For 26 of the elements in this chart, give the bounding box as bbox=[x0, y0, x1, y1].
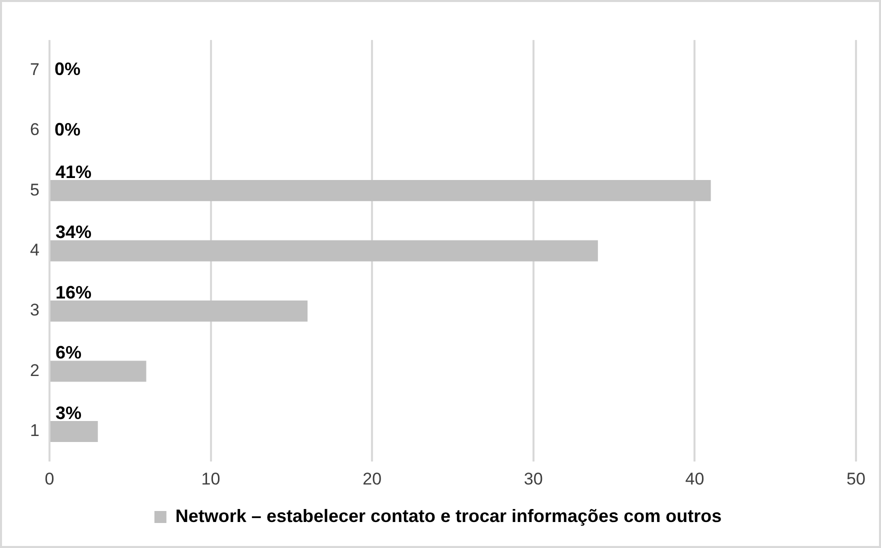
bar bbox=[50, 420, 98, 442]
y-tick-label: 4 bbox=[30, 240, 40, 260]
data-label: 6% bbox=[55, 342, 82, 363]
data-label: 3% bbox=[55, 402, 82, 423]
bar bbox=[50, 300, 308, 322]
y-tick-label: 5 bbox=[30, 180, 40, 200]
data-label: 34% bbox=[55, 222, 92, 242]
x-tick-label: 40 bbox=[685, 469, 704, 488]
y-tick-label: 1 bbox=[30, 421, 40, 440]
y-tick-label: 3 bbox=[30, 300, 40, 320]
x-tick-label: 0 bbox=[44, 469, 54, 488]
data-label: 0% bbox=[54, 59, 80, 80]
bar bbox=[50, 240, 598, 262]
data-label: 41% bbox=[55, 162, 92, 182]
x-tick-label: 20 bbox=[362, 469, 382, 488]
bar bbox=[50, 360, 146, 382]
data-label: 16% bbox=[55, 282, 92, 302]
data-label: 0% bbox=[54, 119, 80, 140]
y-tick-label: 7 bbox=[30, 60, 40, 79]
x-tick-label: 50 bbox=[846, 469, 866, 488]
bar bbox=[50, 180, 711, 202]
x-tick-label: 10 bbox=[201, 469, 220, 488]
x-tick-label: 30 bbox=[524, 469, 543, 488]
legend-label: Network – estabelecer contato e trocar informações com outros bbox=[175, 506, 722, 526]
y-tick-label: 6 bbox=[30, 120, 40, 140]
y-tick-label: 2 bbox=[30, 360, 40, 380]
